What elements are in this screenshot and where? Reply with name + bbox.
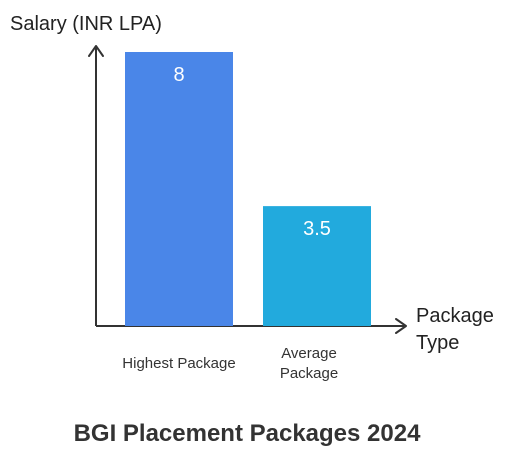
chart-title: BGI Placement Packages 2024 <box>74 420 422 447</box>
bar-series: 83.5 <box>125 52 371 326</box>
x-axis-arrow-icon <box>395 318 407 334</box>
bar-value-label-0: 8 <box>173 64 184 86</box>
x-tick-labels: Highest Package Average Package <box>122 345 338 382</box>
y-axis-arrow-icon <box>88 45 104 57</box>
x-tick-label-1: Average Package <box>280 345 338 382</box>
x-tick-label-0: Highest Package <box>122 355 235 372</box>
bar-0 <box>125 52 233 326</box>
bar-1 <box>263 206 371 326</box>
bar-value-label-1: 3.5 <box>303 218 331 240</box>
y-axis-label: Salary (INR LPA) <box>10 13 162 35</box>
x-axis-label: Package Type <box>416 305 494 354</box>
